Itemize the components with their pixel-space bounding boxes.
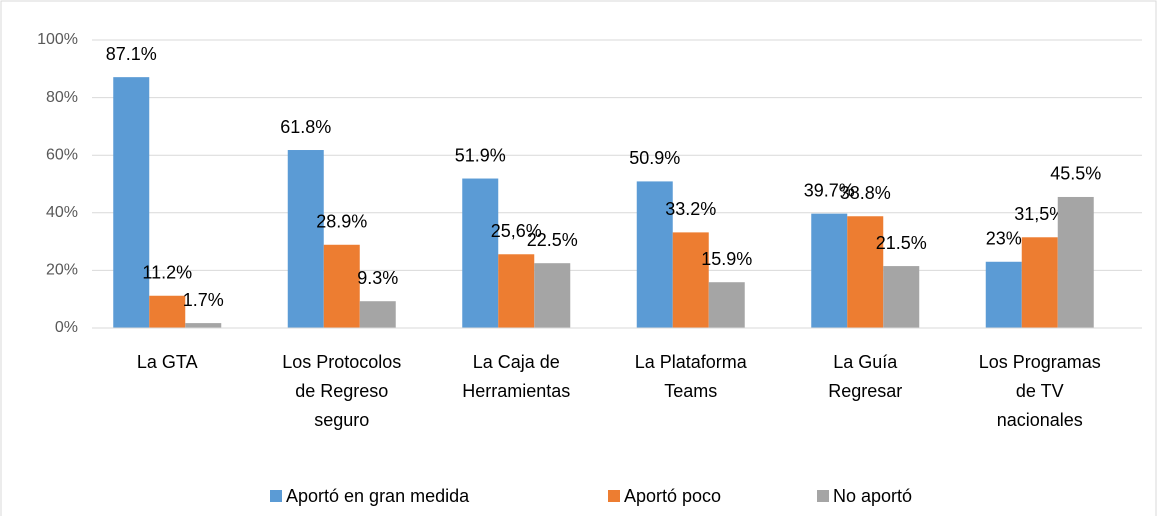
- x-tick-label: La Guía Regresar: [828, 352, 903, 401]
- legend-label: Aportó poco: [624, 486, 721, 506]
- bar: [847, 216, 884, 328]
- data-label: 33.2%: [665, 199, 716, 219]
- data-label: 87.1%: [106, 44, 157, 64]
- bar: [498, 254, 535, 328]
- bar: [323, 244, 360, 328]
- legend-swatch: [608, 490, 620, 502]
- bar: [359, 301, 396, 328]
- data-label: 61.8%: [280, 117, 331, 137]
- data-label: 31,5%: [1014, 204, 1065, 224]
- bar: [113, 77, 150, 328]
- bar: [708, 282, 745, 328]
- bar: [287, 150, 324, 328]
- data-label: 28.9%: [316, 212, 367, 232]
- bar: [883, 266, 920, 328]
- bar: [149, 295, 186, 328]
- bar: [672, 232, 709, 328]
- data-label: 38.8%: [840, 183, 891, 203]
- bar: [1021, 237, 1058, 328]
- x-tick-label: Los Programas de TV nacionales: [978, 352, 1101, 430]
- data-label: 25,6%: [491, 221, 542, 241]
- data-label: 15.9%: [701, 249, 752, 269]
- y-tick-label: 100%: [37, 31, 78, 48]
- data-label: 45.5%: [1050, 164, 1101, 184]
- data-label: 23%: [986, 229, 1022, 249]
- bar: [1057, 196, 1094, 328]
- legend-swatch: [270, 490, 282, 502]
- y-tick-label: 60%: [46, 146, 78, 163]
- bar: [462, 178, 499, 328]
- data-label: 50.9%: [629, 148, 680, 168]
- bar: [185, 323, 222, 328]
- legend-swatch: [817, 490, 829, 502]
- bar: [811, 213, 848, 328]
- data-label: 22.5%: [527, 230, 578, 250]
- x-tick-label: La Plataforma Teams: [634, 352, 747, 401]
- x-tick-label: La Caja de Herramientas: [462, 352, 571, 401]
- y-tick-label: 80%: [46, 89, 78, 106]
- data-label: 9.3%: [357, 268, 398, 288]
- y-tick-label: 0%: [55, 319, 78, 336]
- legend-label: No aportó: [833, 486, 912, 506]
- data-label: 11.2%: [142, 262, 192, 282]
- x-tick-label: Los Protocolos de Regreso seguro: [282, 352, 402, 430]
- bar: [985, 261, 1022, 328]
- data-label: 51.9%: [455, 145, 506, 165]
- data-label: 39.7%: [804, 180, 855, 200]
- y-tick-label: 20%: [46, 262, 78, 279]
- bar: [636, 181, 673, 328]
- x-tick-label: La GTA: [136, 352, 198, 372]
- data-label: 1.7%: [183, 290, 224, 310]
- data-label: 21.5%: [876, 233, 927, 253]
- legend-label: Aportó en gran medida: [286, 486, 470, 506]
- bar: [534, 263, 571, 328]
- y-tick-label: 40%: [46, 204, 78, 221]
